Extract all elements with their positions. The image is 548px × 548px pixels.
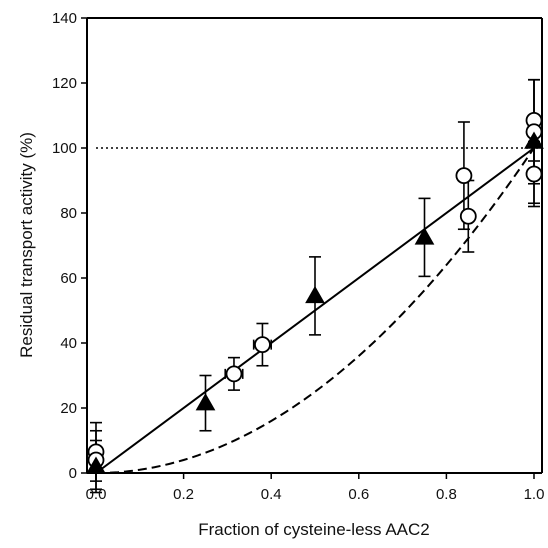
x-tick-label: 0.6 <box>348 486 369 503</box>
filled-triangle-point <box>414 227 435 245</box>
y-tick-label: 140 <box>52 10 77 27</box>
y-tick-label: 0 <box>69 465 77 482</box>
y-tick-label: 60 <box>60 270 77 287</box>
x-tick-label: 0.8 <box>436 486 457 503</box>
y-tick-label: 40 <box>60 335 77 352</box>
y-ticks: 0 20 40 60 80 100 120 140 <box>52 10 87 482</box>
x-axis-title: Fraction of cysteine-less AAC2 <box>198 520 429 539</box>
open-circle-point <box>455 167 473 185</box>
quadratic-model-line <box>95 147 535 474</box>
plot-area <box>86 78 544 494</box>
open-circle-point <box>254 336 271 354</box>
x-tick-label: 1.0 <box>524 486 545 503</box>
y-tick-label: 80 <box>60 205 77 222</box>
y-tick-label: 20 <box>60 400 77 417</box>
y-tick-label: 120 <box>52 75 77 92</box>
open-circle-point <box>459 207 477 225</box>
filled-triangle-point <box>195 393 216 411</box>
open-circle-point <box>525 165 543 183</box>
y-axis-title: Residual transport activity (%) <box>17 132 36 358</box>
filled-triangle-point <box>305 285 325 304</box>
y-tick-label: 100 <box>52 140 77 157</box>
x-tick-label: 0.2 <box>173 486 194 503</box>
x-tick-label: 0.0 <box>86 486 107 503</box>
x-tick-label: 0.4 <box>261 486 282 503</box>
x-ticks: 0.0 0.2 0.4 0.6 0.8 1.0 <box>86 473 545 503</box>
filled-triangle-point <box>524 131 544 149</box>
open-circle-point <box>225 365 243 383</box>
